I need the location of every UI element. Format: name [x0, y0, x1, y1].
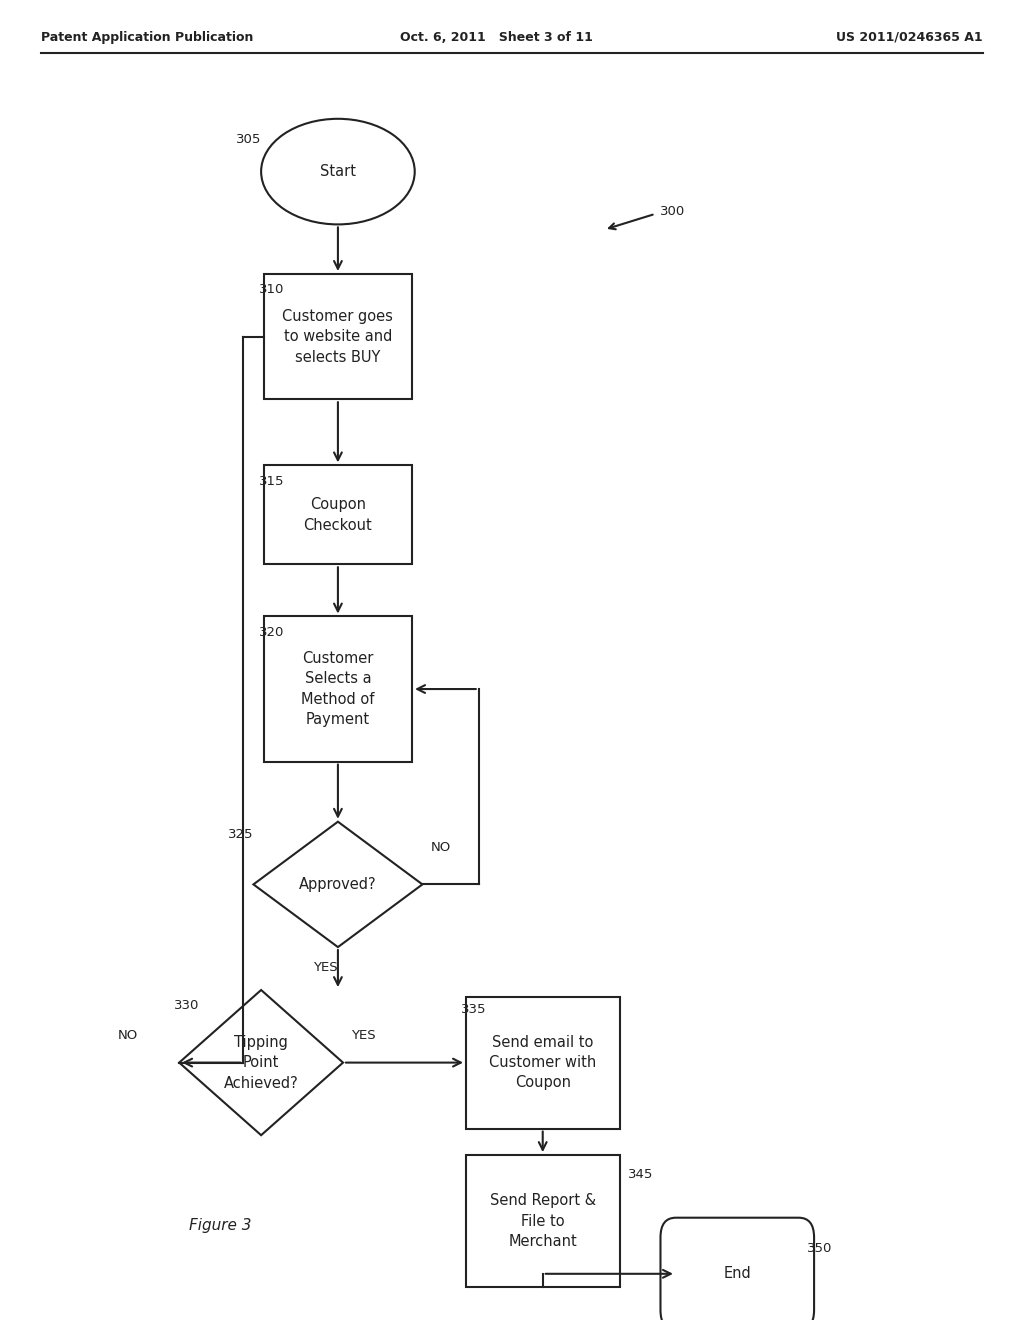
Text: Tipping
Point
Achieved?: Tipping Point Achieved? [224, 1035, 298, 1090]
Text: 350: 350 [807, 1242, 833, 1254]
Text: Oct. 6, 2011   Sheet 3 of 11: Oct. 6, 2011 Sheet 3 of 11 [400, 30, 593, 44]
Text: Figure 3: Figure 3 [188, 1218, 252, 1233]
Text: 305: 305 [236, 133, 261, 147]
Text: Send Report &
File to
Merchant: Send Report & File to Merchant [489, 1193, 596, 1249]
Text: NO: NO [118, 1028, 138, 1041]
Text: US 2011/0246365 A1: US 2011/0246365 A1 [837, 30, 983, 44]
Text: End: End [723, 1266, 752, 1282]
Text: 330: 330 [174, 999, 200, 1012]
Text: Customer goes
to website and
selects BUY: Customer goes to website and selects BUY [283, 309, 393, 364]
Text: Start: Start [319, 164, 356, 180]
Text: YES: YES [313, 961, 338, 974]
Text: Customer
Selects a
Method of
Payment: Customer Selects a Method of Payment [301, 651, 375, 727]
Text: YES: YES [351, 1028, 376, 1041]
Text: Coupon
Checkout: Coupon Checkout [303, 498, 373, 532]
Text: 335: 335 [461, 1003, 486, 1016]
Text: 315: 315 [258, 475, 284, 487]
Text: 345: 345 [628, 1168, 653, 1181]
Text: Patent Application Publication: Patent Application Publication [41, 30, 253, 44]
Bar [466, 997, 620, 1129]
Text: Send email to
Customer with
Coupon: Send email to Customer with Coupon [489, 1035, 596, 1090]
Text: 300: 300 [660, 205, 686, 218]
Bar [264, 465, 412, 565]
Bar [264, 616, 412, 762]
Text: Approved?: Approved? [299, 876, 377, 892]
Text: 320: 320 [258, 626, 284, 639]
Text: 310: 310 [258, 284, 284, 296]
Bar [264, 275, 412, 399]
Bar [466, 1155, 620, 1287]
Text: NO: NO [431, 841, 451, 854]
Text: 325: 325 [227, 829, 253, 841]
